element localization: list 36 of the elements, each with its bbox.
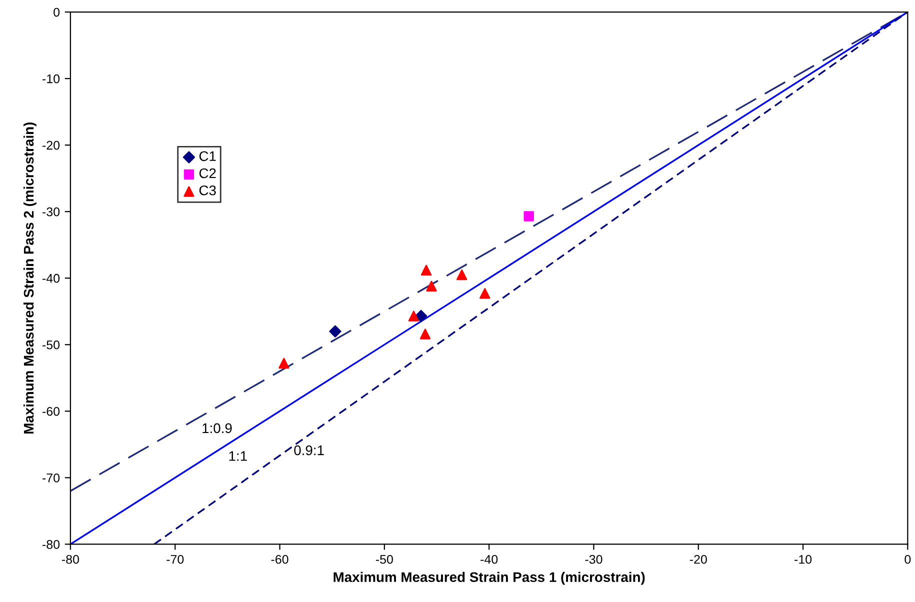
point xyxy=(278,358,290,369)
y-axis-title: Maximum Measured Strain Pass 2 (microstrain) xyxy=(23,122,36,434)
y-tick-label: -30 xyxy=(42,207,60,216)
y-tick-label: -60 xyxy=(42,406,60,416)
y-tick-label: -50 xyxy=(42,340,60,350)
x-tick-label: -30 xyxy=(585,554,602,564)
y-tick-label: -20 xyxy=(42,140,60,150)
point xyxy=(408,310,420,322)
x-tick-label: -20 xyxy=(690,554,707,564)
legend-label: C1 xyxy=(199,151,216,162)
x-tick-label: -80 xyxy=(62,554,79,564)
y-tick-label: -80 xyxy=(42,540,60,549)
point xyxy=(414,310,428,322)
point xyxy=(420,264,432,276)
series-label: 1:1 xyxy=(229,451,247,461)
series-label: 1:0.9 xyxy=(202,423,232,434)
point xyxy=(480,288,490,299)
point xyxy=(524,211,534,222)
y-tick-label: 0 xyxy=(54,8,60,17)
y-tick-label: -10 xyxy=(42,74,60,84)
point xyxy=(420,328,431,340)
x-tick-label: -50 xyxy=(376,554,393,564)
point xyxy=(426,280,437,292)
point xyxy=(456,269,468,280)
x-tick-label: 0 xyxy=(904,554,911,564)
y-tick-label: -40 xyxy=(42,274,60,283)
x-tick-label: -10 xyxy=(794,554,812,564)
x-axis-title: Maximum Measured Strain Pass 1 (microstrain) xyxy=(334,572,645,585)
x-tick-label: -70 xyxy=(166,554,184,564)
x-tick-label: -60 xyxy=(271,554,288,564)
x-tick-label: -40 xyxy=(480,554,498,564)
legend-label: C3 xyxy=(199,185,216,196)
y-tick-label: -70 xyxy=(42,473,60,482)
point xyxy=(329,325,342,338)
legend-label: C2 xyxy=(199,168,216,178)
series-label: 0.9:1 xyxy=(294,445,324,456)
